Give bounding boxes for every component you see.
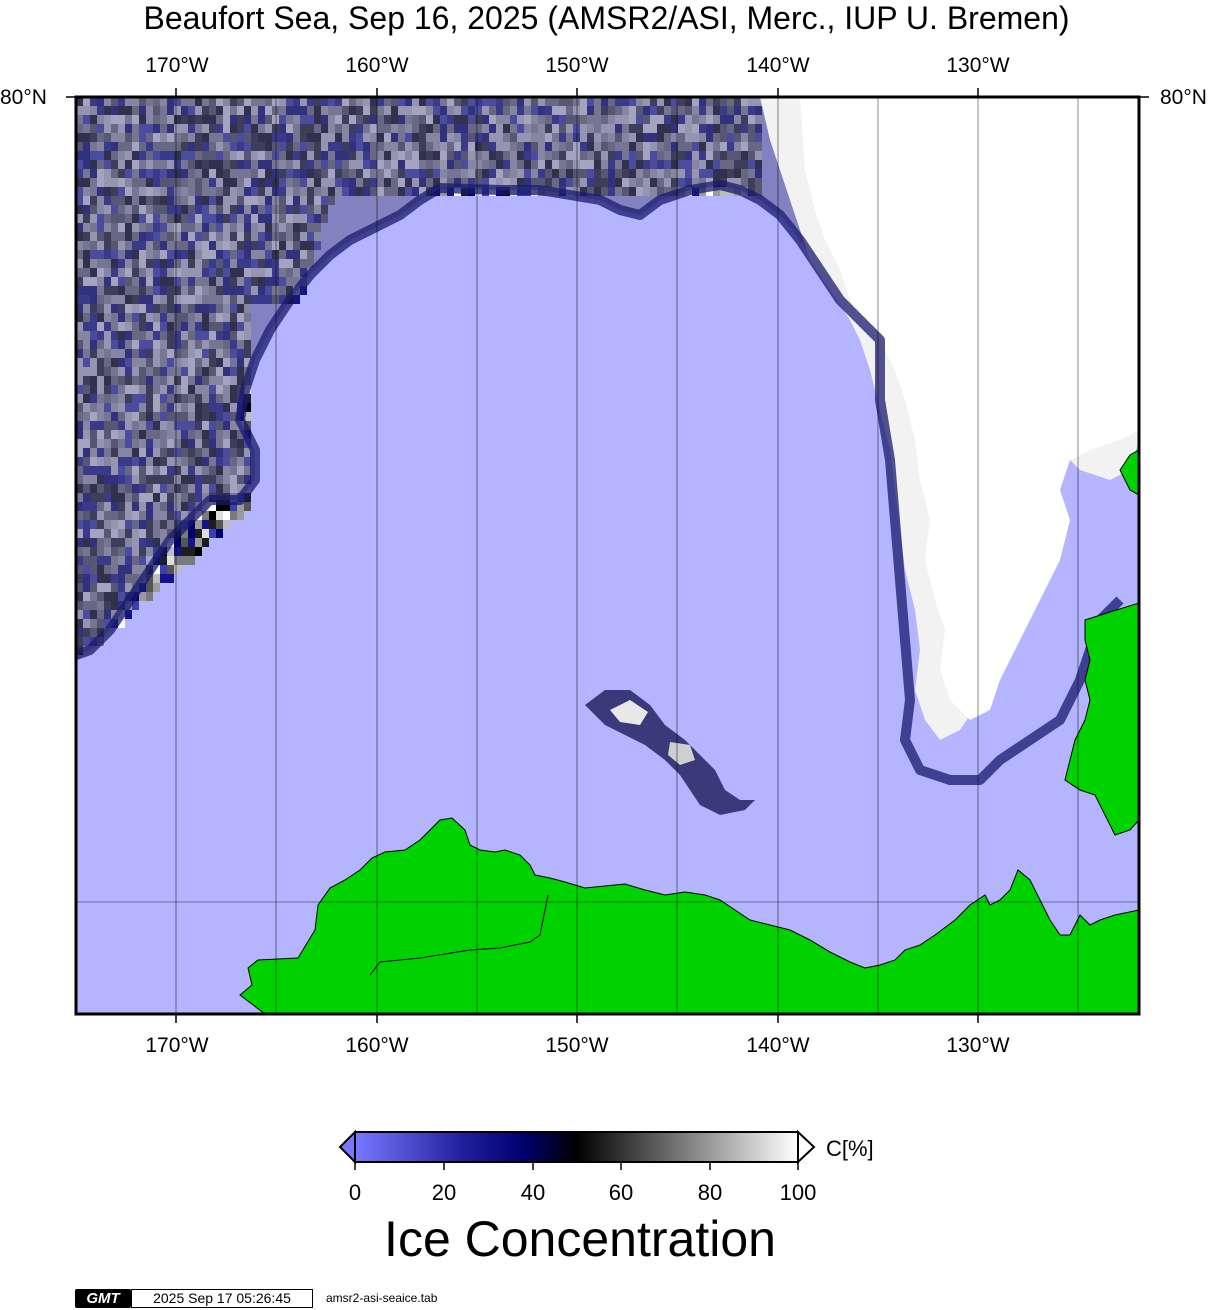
ice-cell: [181, 547, 188, 556]
ice-cell: [195, 547, 202, 556]
ice-cell: [167, 565, 174, 574]
left-lat-label-80n: 80°N: [0, 86, 47, 109]
ice-cell: [209, 511, 216, 520]
ice-cell: [167, 574, 174, 583]
ice-cell: [174, 547, 181, 556]
ice-cell: [209, 502, 216, 511]
ice-cell: [188, 529, 195, 538]
ice-cell: [153, 574, 160, 583]
ice-cell: [146, 583, 153, 592]
ice-cell: [230, 502, 237, 511]
bottom-lon-label-150w: 150°W: [545, 1034, 609, 1057]
top-lon-label-150w: 150°W: [545, 54, 609, 77]
colorbar: [338, 1129, 816, 1170]
ice-cell: [195, 520, 202, 529]
colorbar-unit-label: C[%]: [826, 1136, 874, 1161]
alaska-yukon-border-line: [369, 894, 549, 976]
ice-cell: [237, 511, 244, 520]
ice-cell: [223, 511, 230, 520]
colorbar-ramp: [354, 1131, 799, 1163]
ice-floe-patch-light: [610, 700, 648, 725]
top-lon-label-160w: 160°W: [345, 54, 409, 77]
ice-cell: [153, 565, 160, 574]
ice-cell: [223, 520, 230, 529]
ice-cell: [181, 556, 188, 565]
land-alaska: [239, 817, 1139, 1014]
ice-cell: [195, 529, 202, 538]
ice-cell: [713, 187, 720, 196]
source-file-label: amsr2-asi-seaice.tab: [326, 1291, 438, 1305]
top-lon-label-130w: 130°W: [946, 54, 1010, 77]
map-title: Beaufort Sea, Sep 16, 2025 (AMSR2/ASI, M…: [143, 0, 1070, 36]
ice-cell: [174, 565, 181, 574]
ice-cell: [181, 538, 188, 547]
land-banks-island: [1064, 602, 1139, 836]
colorbar-tick-0: 0: [348, 1180, 362, 1205]
graticule: [76, 97, 1139, 1014]
timestamp-box: 2025 Sep 17 05:26:45: [131, 1289, 313, 1308]
ice-cell: [244, 502, 251, 511]
ice-cell: [188, 556, 195, 565]
ice-cell: [202, 520, 209, 529]
ice-cell: [181, 529, 188, 538]
bottom-lon-label-130w: 130°W: [946, 1034, 1010, 1057]
colorbar-high-triangle: [797, 1129, 816, 1165]
ice-white-core-east: [800, 97, 1139, 720]
ice-cell: [216, 511, 223, 520]
bottom-lon-label-160w: 160°W: [345, 1034, 409, 1057]
ice-cell: [720, 187, 727, 196]
ice-cell: [223, 502, 230, 511]
right-lat-label-80n: 80°N: [1160, 86, 1207, 109]
ice-cell: [160, 574, 167, 583]
ice-cell: [118, 619, 125, 628]
ice-cell: [188, 547, 195, 556]
colorbar-tick-20: 20: [431, 1180, 457, 1205]
ice-cell: [230, 511, 237, 520]
ice-cell: [216, 502, 223, 511]
colorbar-title: Ice Concentration: [384, 1211, 776, 1267]
ice-cell: [132, 601, 139, 610]
ice-cell: [146, 592, 153, 601]
ice-cell: [244, 412, 251, 421]
ice-cell: [174, 556, 181, 565]
ice-cell: [216, 520, 223, 529]
colorbar-tick-80: 80: [697, 1180, 723, 1205]
colorbar-tick-60: 60: [608, 1180, 634, 1205]
ice-cell: [202, 529, 209, 538]
ice-cell: [125, 610, 132, 619]
gmt-logo: GMT: [75, 1289, 131, 1308]
top-lon-label-170w: 170°W: [145, 54, 209, 77]
ice-cell: [153, 583, 160, 592]
land-small-island-ne: [1119, 449, 1139, 496]
ice-cell: [160, 565, 167, 574]
ice-cell: [188, 538, 195, 547]
ice-cell: [174, 538, 181, 547]
bottom-lon-label-170w: 170°W: [145, 1034, 209, 1057]
ice-cell: [195, 538, 202, 547]
ice-edge-fringe: [76, 180, 1124, 785]
map-frame: [74, 95, 1141, 1016]
ice-cell: [139, 592, 146, 601]
ice-cell: [202, 538, 209, 547]
ice-cell: [160, 556, 167, 565]
ice-cell: [202, 511, 209, 520]
ice-cell: [167, 547, 174, 556]
colorbar-tick-100: 100: [779, 1180, 817, 1205]
ice-cell: [237, 502, 244, 511]
colorbar-low-triangle: [338, 1129, 356, 1165]
ice-floe-patch-light-2: [668, 742, 695, 765]
colorbar-tick-40: 40: [520, 1180, 546, 1205]
ice-cell: [244, 403, 251, 412]
bottom-lon-label-140w: 140°W: [746, 1034, 810, 1057]
top-lon-label-140w: 140°W: [746, 54, 810, 77]
ice-cell: [209, 529, 216, 538]
frame-ticks: [66, 88, 1149, 1023]
ice-cell: [216, 529, 223, 538]
ice-cell: [209, 520, 216, 529]
ice-cell: [167, 556, 174, 565]
